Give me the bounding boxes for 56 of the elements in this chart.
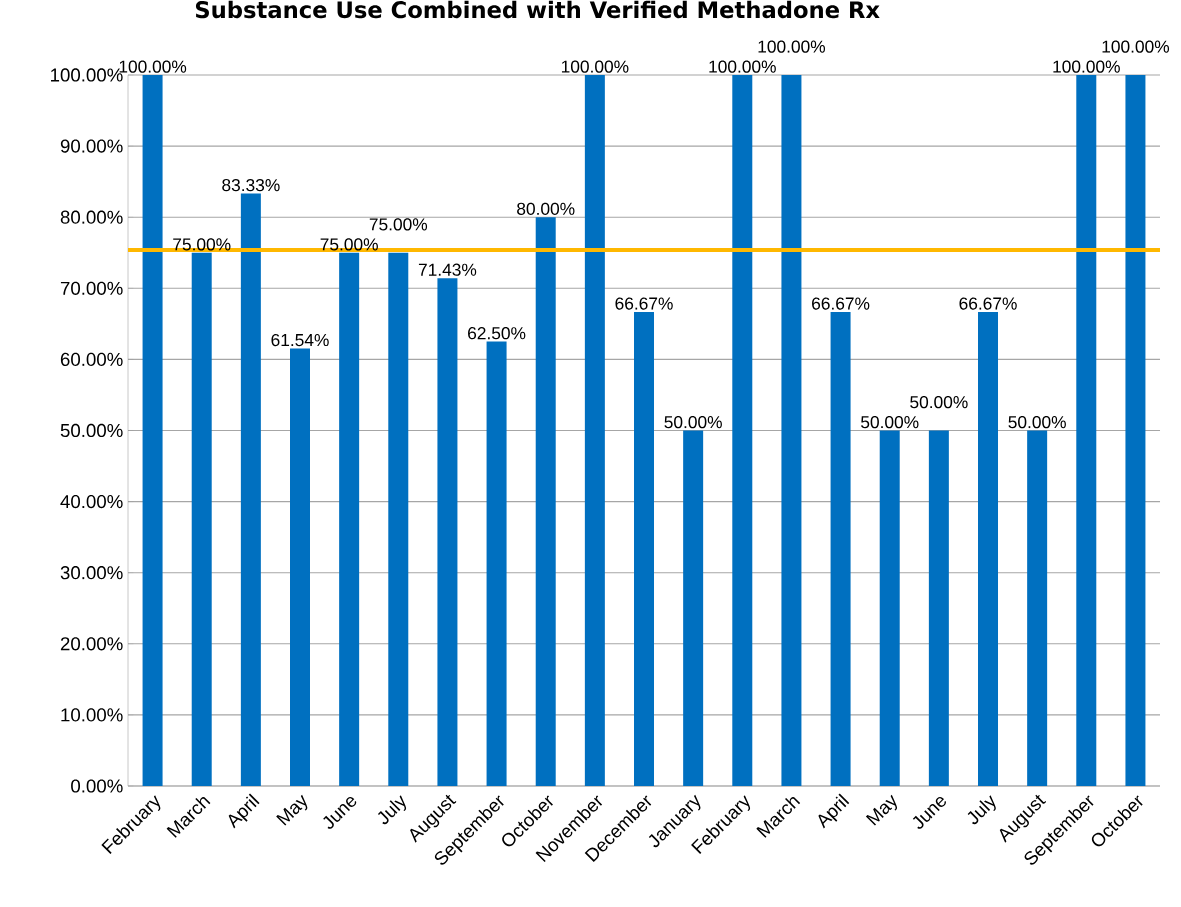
data-label: 100.00% (1053, 60, 1120, 73)
data-label: 83.33% (222, 178, 280, 192)
y-tick-label: 70.00% (60, 281, 123, 295)
data-label: 100.00% (561, 60, 629, 73)
x-tick-label: July (377, 795, 407, 825)
data-label: 50.00% (910, 395, 968, 409)
bar (732, 74, 753, 786)
data-label: 75.00% (320, 238, 378, 251)
y-tick-label: 40.00% (60, 494, 123, 509)
y-tick-label: 20.00% (60, 637, 123, 651)
data-label: 100.00% (709, 60, 776, 73)
y-tick-label: 0.00% (71, 779, 123, 793)
data-label: 62.50% (468, 327, 526, 340)
bar (191, 252, 212, 786)
bar (978, 311, 999, 786)
bar (584, 74, 605, 786)
data-label: 71.43% (418, 263, 477, 276)
data-label: 100.00% (1102, 40, 1170, 53)
data-label: 50.00% (1008, 415, 1066, 429)
data-label: 75.00% (369, 218, 428, 231)
data-label: 66.67% (615, 297, 673, 310)
y-tick-label: 80.00% (60, 210, 123, 224)
data-label: 100.00% (758, 40, 826, 53)
bar (486, 341, 507, 786)
bar (879, 430, 900, 786)
bar (830, 311, 851, 786)
x-tick-label: May (276, 794, 308, 826)
bar (781, 74, 802, 786)
bar (1125, 74, 1146, 786)
bar (240, 193, 261, 786)
bar (634, 311, 655, 786)
x-tick-label: July (967, 795, 996, 825)
data-label: 66.67% (812, 297, 870, 310)
y-tick-label: 90.00% (60, 139, 123, 153)
bar (928, 430, 949, 786)
x-tick-label: May (865, 794, 898, 826)
data-label: 50.00% (861, 415, 919, 429)
bar (339, 252, 360, 786)
data-label: 80.00% (517, 202, 575, 215)
bar (437, 278, 458, 786)
bar (290, 348, 310, 786)
y-tick-label: 30.00% (60, 566, 123, 580)
bar (1027, 430, 1048, 786)
data-label: 66.67% (959, 297, 1017, 310)
y-tick-label: 10.00% (61, 708, 123, 722)
bar (388, 252, 409, 786)
bar (683, 430, 704, 786)
bar (1076, 74, 1097, 786)
y-tick-label: 50.00% (60, 423, 123, 438)
y-tick-label: 60.00% (60, 352, 123, 367)
data-label: 61.54% (271, 333, 329, 347)
bar (142, 74, 163, 786)
data-label: 50.00% (664, 415, 722, 429)
bar (535, 217, 556, 786)
chart-title: Substance Use Combined with Verified Methadone Rx (195, 0, 880, 19)
data-label: 75.00% (173, 238, 231, 251)
